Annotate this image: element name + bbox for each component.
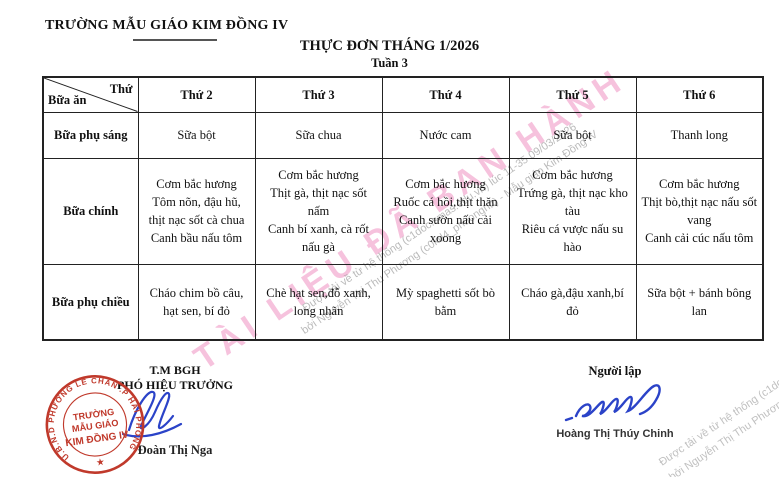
menu-cell: Cơm bắc hương Tôm nõn, đậu hũ, thịt nạc … (137, 157, 256, 265)
page-title: THỰC ĐƠN THÁNG 1/2026 (299, 38, 480, 54)
menu-cell: Sữa bột + bánh bông lan (635, 263, 764, 341)
day-header-mon: Thứ 2 (137, 76, 256, 113)
week-subtitle: Tuần 3 (371, 56, 408, 70)
menu-cell: Chè hạt sen,đỗ xanh, long nhãn (254, 263, 383, 341)
corner-cell: Thứ Bữa ăn (42, 76, 139, 113)
menu-cell: Mỳ spaghetti sốt bò bằm (381, 263, 510, 341)
school-stamp: U.B.N.D PHƯỜNG LÊ CHÂN .P HẢI PHÒNG ★ TR… (41, 372, 147, 474)
approver-role-line1: T.M BGH (149, 363, 201, 377)
table-row: Bữa phụ chiều Cháo chim bồ câu, hạt sen,… (42, 263, 764, 341)
menu-cell: Cơm bắc hương Trứng gà, thịt nạc kho tàu… (508, 157, 637, 265)
preparer-title: Người lập (588, 364, 642, 378)
approver-role-line2: PHÓ HIỆU TRƯỞNG (116, 378, 233, 392)
day-header-fri: Thứ 6 (635, 76, 764, 113)
table-row: Bữa chính Cơm bắc hương Tôm nõn, đậu hũ,… (42, 157, 764, 265)
menu-cell: Sữa bột (508, 111, 637, 159)
approver-name: Đoàn Thị Nga (137, 443, 213, 457)
school-name-underline (133, 39, 217, 41)
row-label-morning-snack: Bữa phụ sáng (42, 111, 139, 159)
stamp-star-icon: ★ (95, 457, 105, 469)
school-name: TRƯỜNG MẪU GIÁO KIM ĐỒNG IV (45, 18, 289, 33)
day-header-tue: Thứ 3 (254, 76, 383, 113)
menu-cell: Cơm bắc hương Thịt bò,thịt nạc nấu sốt v… (635, 157, 764, 265)
menu-cell: Thanh long (635, 111, 764, 159)
menu-cell: Cơm bắc hương Ruốc cá hồi,thịt thăn Canh… (381, 157, 510, 265)
menu-cell: Cơm bắc hương Thịt gà, thịt nạc sốt nấm … (254, 157, 383, 265)
menu-cell: Sữa chua (254, 111, 383, 159)
menu-cell: Nước cam (381, 111, 510, 159)
deputy-principal-signature (121, 390, 183, 438)
menu-cell: Sữa bột (137, 111, 256, 159)
corner-label-meal: Bữa ăn (48, 93, 87, 108)
preparer-signature (564, 384, 661, 422)
corner-label-day: Thứ (109, 82, 133, 96)
day-header-thu: Thứ 5 (508, 76, 637, 113)
table-row: Bữa phụ sáng Sữa bột Sữa chua Nước cam S… (42, 111, 764, 159)
menu-cell: Cháo chim bồ câu, hạt sen, bí đỏ (137, 263, 256, 341)
day-header-wed: Thứ 4 (381, 76, 510, 113)
preparer-name: Hoàng Thị Thúy Chinh (556, 428, 674, 440)
menu-table: Thứ Bữa ăn Thứ 2 Thứ 3 Thứ 4 Thứ 5 Thứ 6… (42, 76, 764, 341)
diagonal-divider (44, 78, 137, 111)
row-label-main-meal: Bữa chính (42, 157, 139, 265)
table-header-row: Thứ Bữa ăn Thứ 2 Thứ 3 Thứ 4 Thứ 5 Thứ 6 (42, 76, 764, 113)
row-label-afternoon-snack: Bữa phụ chiều (42, 263, 139, 341)
approver-block: T.M BGH PHÓ HIỆU TRƯỞNG (95, 363, 255, 393)
menu-cell: Cháo gà,đậu xanh,bí đỏ (508, 263, 637, 341)
